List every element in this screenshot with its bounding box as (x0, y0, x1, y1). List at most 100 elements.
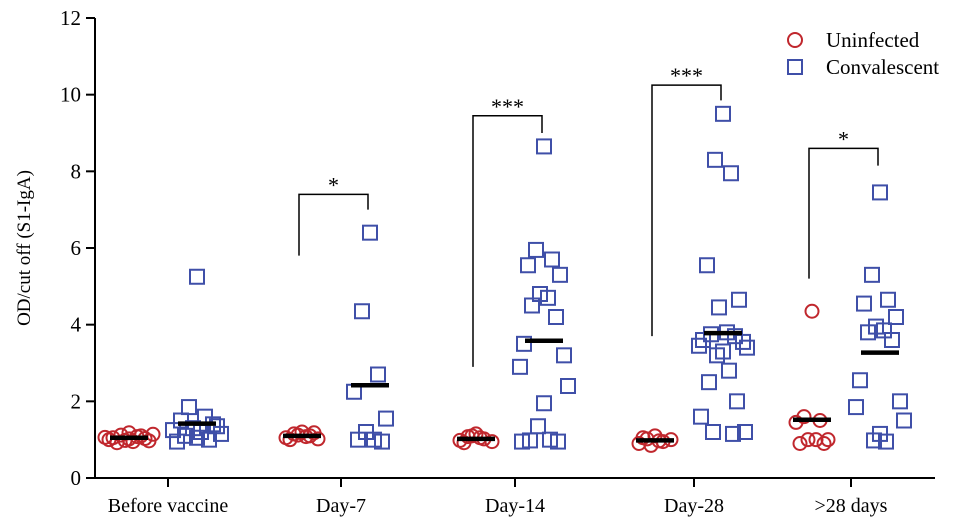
y-axis-label: OD/cut off (S1-IgA) (14, 170, 35, 326)
x-tick-label: Day-7 (316, 495, 366, 517)
legend-label: Convalescent (826, 55, 939, 79)
uninfected-point (145, 426, 161, 442)
convalescent-point (852, 372, 868, 389)
x-tick-label: >28 days (815, 495, 888, 517)
convalescent-point (701, 374, 717, 391)
convalescent-point (354, 303, 370, 320)
convalescent-point (524, 297, 540, 314)
significance-label: *** (670, 63, 703, 88)
data-points (97, 105, 912, 453)
convalescent-point (866, 432, 882, 449)
y-tick-label: 10 (60, 83, 81, 107)
significance-bracket (651, 84, 722, 337)
convalescent-point (878, 433, 894, 450)
convalescent-point (860, 324, 876, 341)
convalescent-point (165, 422, 181, 439)
convalescent-point (896, 412, 912, 429)
convalescent-point (552, 266, 568, 283)
convalescent-point (370, 366, 386, 383)
convalescent-point (705, 424, 721, 440)
uninfected-point (306, 425, 322, 441)
convalescent-point (723, 165, 739, 182)
convalescent-point (169, 433, 185, 450)
convalescent-point (550, 433, 566, 450)
convalescent-point (181, 399, 197, 416)
legend-circle-marker (787, 32, 803, 48)
convalescent-point (735, 333, 751, 350)
y-tick-label: 6 (71, 236, 82, 260)
convalescent-point (189, 268, 205, 285)
convalescent-point (536, 138, 552, 155)
convalescent-point (725, 425, 741, 442)
convalescent-point (695, 332, 711, 348)
y-tick-label: 4 (71, 313, 82, 337)
convalescent-point (512, 358, 528, 375)
y-tick-label: 8 (71, 159, 82, 183)
convalescent-point (711, 299, 727, 316)
significance-brackets: ******** (298, 63, 879, 367)
convalescent-point (848, 399, 864, 416)
convalescent-point (856, 295, 872, 312)
convalescent-point (715, 105, 731, 122)
convalescent-point (556, 347, 572, 364)
convalescent-point (530, 418, 546, 435)
uninfected-point (788, 414, 804, 430)
uninfected-point (635, 430, 651, 446)
uninfected-point (804, 303, 820, 319)
mean-lines (110, 330, 899, 443)
convalescent-point (374, 433, 390, 450)
convalescent-point (864, 266, 880, 283)
convalescent-point (540, 289, 556, 306)
significance-bracket (808, 147, 879, 279)
significance-bracket (472, 115, 543, 367)
convalescent-point (884, 332, 900, 348)
convalescent-point (350, 431, 366, 448)
x-tick-label: Before vaccine (108, 495, 229, 517)
convalescent-point (707, 151, 723, 168)
convalescent-point (731, 291, 747, 308)
convalescent-point (737, 424, 753, 440)
convalescent-point (362, 224, 378, 241)
convalescent-point (536, 395, 552, 412)
y-tick-label: 12 (60, 6, 81, 30)
uninfected-point (456, 435, 472, 451)
convalescent-point (892, 393, 908, 410)
convalescent-point (544, 251, 560, 268)
legend-square-marker (787, 59, 803, 75)
convalescent-point (739, 339, 755, 356)
convalescent-point (516, 335, 532, 352)
y-tick-label: 0 (71, 466, 82, 490)
convalescent-point (721, 362, 737, 379)
convalescent-point (872, 184, 888, 201)
convalescent-point (880, 291, 896, 308)
legend: Uninfected Convalescent (787, 28, 939, 79)
convalescent-point (378, 410, 394, 427)
y-tick-label: 2 (71, 389, 82, 413)
convalescent-point (888, 309, 904, 325)
legend-label: Uninfected (826, 28, 920, 52)
significance-label: *** (491, 94, 524, 119)
x-tick-label: Day-28 (664, 495, 724, 517)
convalescent-point (514, 433, 530, 450)
convalescent-point (699, 257, 715, 274)
convalescent-point (709, 347, 725, 364)
significance-bracket (298, 193, 369, 256)
uninfected-point (816, 436, 832, 451)
significance-label: * (838, 126, 849, 151)
x-tick-label: Day-14 (485, 495, 545, 517)
significance-label: * (328, 172, 339, 197)
convalescent-point (560, 378, 576, 394)
convalescent-point (548, 309, 564, 325)
convalescent-point (693, 408, 709, 425)
convalescent-point (189, 429, 205, 446)
convalescent-point (691, 337, 707, 354)
uninfected-point (792, 436, 808, 451)
uninfected-point (282, 432, 298, 448)
axes: 0 2 4 6 8 10 12 OD/cut off (S1-IgA) Before vacci… (14, 6, 935, 517)
convalescent-point (213, 425, 229, 442)
convalescent-point (729, 393, 745, 410)
uninfected-point (97, 429, 113, 445)
uninfected-point (800, 432, 816, 448)
uninfected-point (808, 432, 824, 448)
